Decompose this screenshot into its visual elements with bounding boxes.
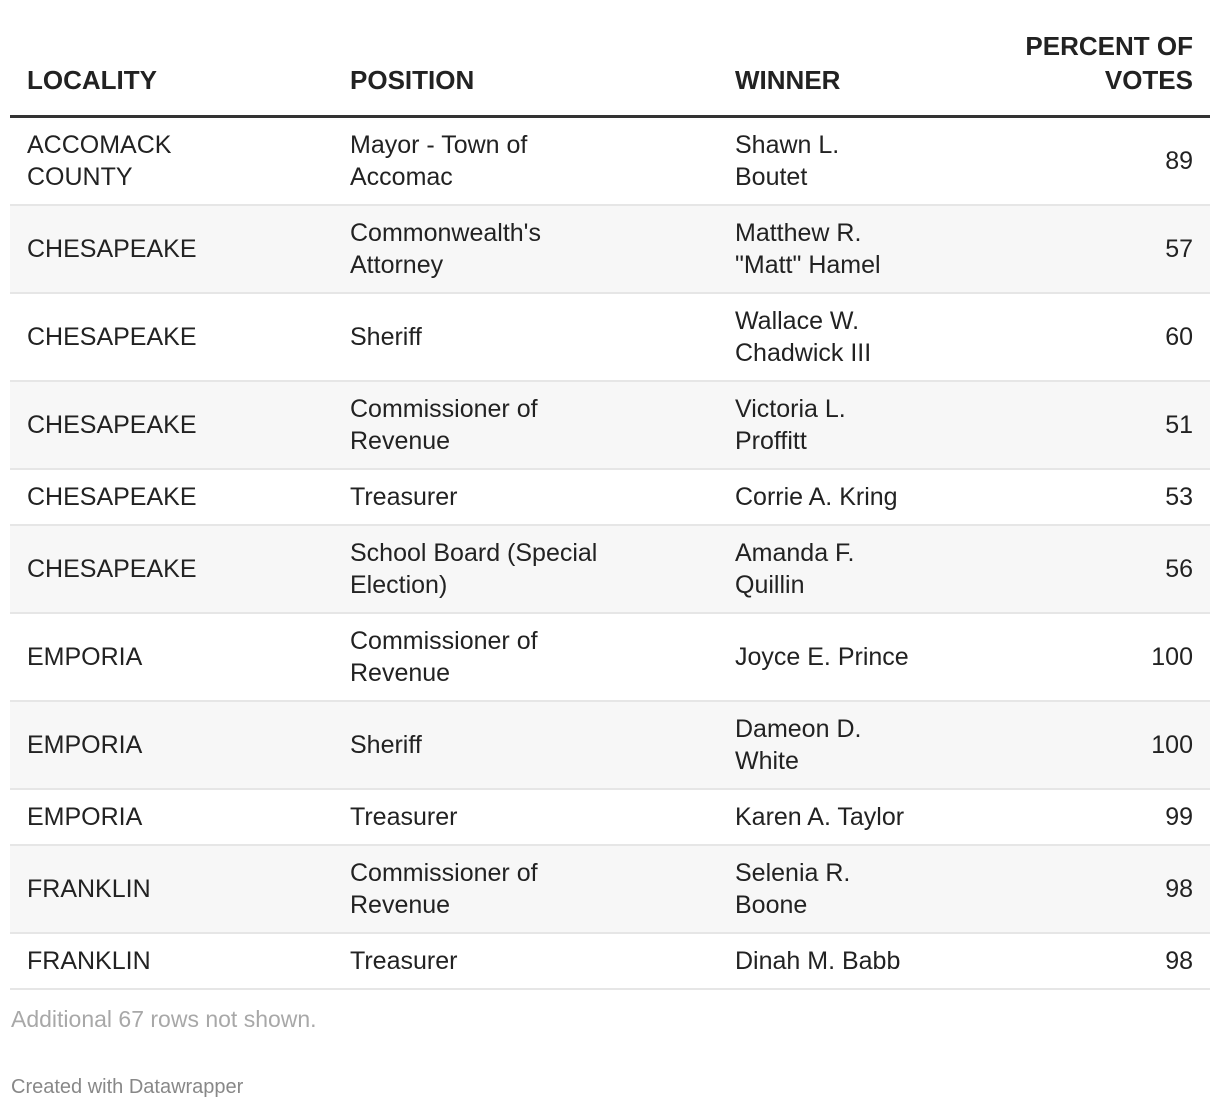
cell-position: Treasurer <box>333 468 718 526</box>
cell-percent: 89 <box>968 116 1210 206</box>
table-row: CHESAPEAKE Commonwealth's Attorney Matthew… <box>10 204 1210 294</box>
table-row: FRANKLIN Treasurer Dinah M. Babb 98 <box>10 932 1210 990</box>
cell-winner: Victoria L. Proffitt <box>718 380 968 470</box>
cell-locality: CHESAPEAKE <box>10 380 333 470</box>
cell-percent: 53 <box>968 468 1210 526</box>
cell-position: Sheriff <box>333 700 718 790</box>
cell-locality: CHESAPEAKE <box>10 204 333 294</box>
cell-locality: CHESAPEAKE <box>10 468 333 526</box>
table-row: EMPORIA Treasurer Karen A. Taylor 99 <box>10 788 1210 846</box>
cell-winner: Wallace W. Chadwick III <box>718 292 968 382</box>
header-row: LOCALITY POSITION WINNER PERCENT OF VOTE… <box>10 0 1210 118</box>
cell-locality: EMPORIA <box>10 612 333 702</box>
cell-position: Sheriff <box>333 292 718 382</box>
cell-percent: 100 <box>968 612 1210 702</box>
cell-position: Mayor - Town of Accomac <box>333 116 718 206</box>
cell-winner: Dameon D. White <box>718 700 968 790</box>
table-row: EMPORIA Sheriff Dameon D. White 100 <box>10 700 1210 790</box>
cell-locality: FRANKLIN <box>10 844 333 934</box>
cell-percent: 100 <box>968 700 1210 790</box>
column-header-position[interactable]: POSITION <box>333 0 718 118</box>
cell-percent: 60 <box>968 292 1210 382</box>
cell-locality: EMPORIA <box>10 700 333 790</box>
table-row: CHESAPEAKE Treasurer Corrie A. Kring 53 <box>10 468 1210 526</box>
cell-locality: FRANKLIN <box>10 932 333 990</box>
cell-winner: Dinah M. Babb <box>718 932 968 990</box>
table-notes: Additional 67 rows not shown. <box>11 1006 317 1032</box>
cell-locality: EMPORIA <box>10 788 333 846</box>
table-row: CHESAPEAKE Sheriff Wallace W. Chadwick III… <box>10 292 1210 382</box>
cell-percent: 51 <box>968 380 1210 470</box>
results-table: LOCALITY POSITION WINNER PERCENT OF VOTE… <box>10 0 1210 990</box>
cell-percent: 98 <box>968 932 1210 990</box>
cell-position: School Board (Special Election) <box>333 524 718 614</box>
cell-position: Commissioner of Revenue <box>333 612 718 702</box>
cell-locality: CHESAPEAKE <box>10 524 333 614</box>
table-row: EMPORIA Commissioner of Revenue Joyce E. P… <box>10 612 1210 702</box>
cell-position: Commonwealth's Attorney <box>333 204 718 294</box>
cell-position: Commissioner of Revenue <box>333 844 718 934</box>
table-row: CHESAPEAKE Commissioner of Revenue Victori… <box>10 380 1210 470</box>
cell-position: Commissioner of Revenue <box>333 380 718 470</box>
column-header-locality[interactable]: LOCALITY <box>10 0 333 118</box>
cell-percent: 99 <box>968 788 1210 846</box>
cell-winner: Shawn L. Boutet <box>718 116 968 206</box>
cell-winner: Matthew R. "Matt" Hamel <box>718 204 968 294</box>
column-header-winner[interactable]: WINNER <box>718 0 968 118</box>
cell-winner: Selenia R. Boone <box>718 844 968 934</box>
cell-percent: 56 <box>968 524 1210 614</box>
cell-winner: Joyce E. Prince <box>718 612 968 702</box>
cell-locality: CHESAPEAKE <box>10 292 333 382</box>
table-row: FRANKLIN Commissioner of Revenue Selenia R… <box>10 844 1210 934</box>
table-row: ACCOMACK COUNTY Mayor - Town of Accomac Sh… <box>10 116 1210 206</box>
cell-position: Treasurer <box>333 788 718 846</box>
cell-winner: Corrie A. Kring <box>718 468 968 526</box>
cell-position: Treasurer <box>333 932 718 990</box>
cell-winner: Amanda F. Quillin <box>718 524 968 614</box>
cell-percent: 57 <box>968 204 1210 294</box>
table-row: CHESAPEAKE School Board (Special Election… <box>10 524 1210 614</box>
cell-winner: Karen A. Taylor <box>718 788 968 846</box>
column-header-percent[interactable]: PERCENT OF VOTES <box>968 0 1210 118</box>
cell-locality: ACCOMACK COUNTY <box>10 116 333 206</box>
cell-percent: 98 <box>968 844 1210 934</box>
datawrapper-credit[interactable]: Created with Datawrapper <box>11 1076 244 1098</box>
